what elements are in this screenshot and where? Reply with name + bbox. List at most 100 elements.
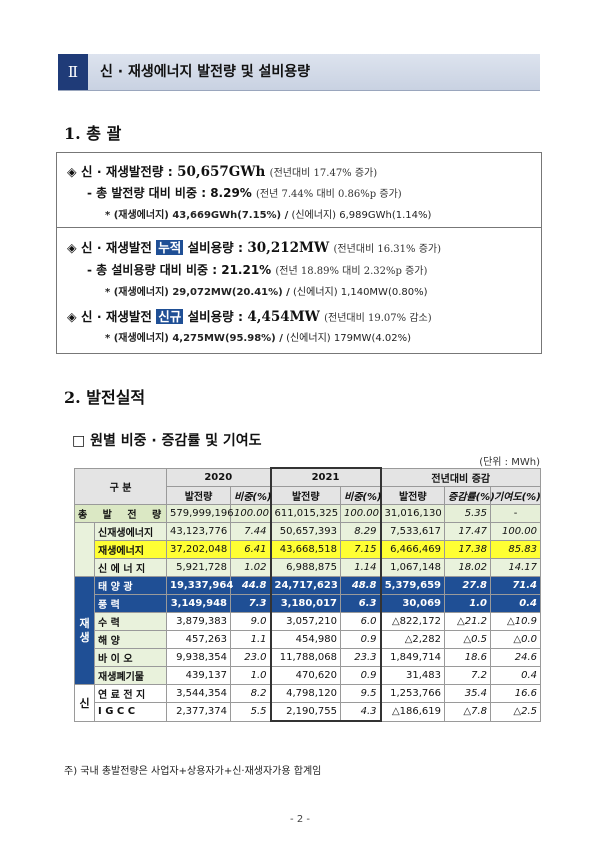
row-label: 태 양 광 — [93, 576, 168, 595]
share-value: 8.29% — [210, 186, 252, 200]
table-cell: 18.6 — [444, 648, 492, 667]
footnote: 주) 국내 총발전량은 사업자+상용자가+신·재생자가용 합계임 — [64, 766, 322, 777]
table-cell: 6,466,469 — [380, 540, 446, 559]
new-capacity-line: ◈ 신 · 재생발전 신규 설비용량 : 4,454MW (전년대비 19.07… — [67, 306, 432, 325]
col-share-2021: 비중(%) — [340, 486, 382, 505]
table-cell: 1.14 — [340, 558, 382, 577]
generation-label: ◈ 신 · 재생발전량 : — [67, 164, 173, 179]
table-cell: 100.00 — [490, 522, 542, 541]
table-cell: 6,988,875 — [269, 558, 342, 577]
table-cell: △0.0 — [490, 630, 542, 649]
table-cell: 5,379,659 — [380, 576, 446, 595]
table-cell: △7.8 — [444, 702, 492, 722]
new-detail-renew: * (재생에너지) 4,275MW(95.98%) / — [105, 333, 283, 344]
table-cell: 7,533,617 — [380, 522, 446, 541]
row-label: 신재생에너지 — [93, 522, 168, 541]
header-change: 전년대비 증감 — [380, 467, 542, 487]
table-cell: 611,015,325 — [269, 504, 342, 523]
table-cell: 31,016,130 — [380, 504, 446, 523]
cumulative-share-value: 21.21% — [221, 263, 272, 277]
table-row: 바 이 오 9,938,354 23.0 11,788,068 23.3 1,849,71… — [75, 648, 542, 667]
row-label: 해 양 — [93, 630, 168, 649]
section-number: Ⅱ — [58, 54, 88, 90]
page-number: - 2 - — [290, 814, 310, 825]
table-cell: △186,619 — [380, 702, 446, 722]
table-cell: 7.15 — [340, 540, 382, 559]
table-cell: 2,377,374 — [166, 702, 232, 722]
generation-note: (전년대비 17.47% 증가) — [269, 168, 378, 179]
table-cell: 8.2 — [230, 684, 272, 703]
table-cell: 3,180,017 — [269, 594, 342, 613]
row-label: 풍 력 — [93, 594, 168, 613]
table-cell: 4,798,120 — [269, 684, 342, 703]
row-label: 재생폐기물 — [93, 666, 168, 685]
table-cell: 100.00 — [230, 504, 272, 523]
table-cell: 2,190,755 — [269, 702, 342, 722]
table-row: 신재생에너지 43,123,776 7.44 50,657,393 8.29 7,533,… — [74, 522, 542, 577]
generation-share-line: - 총 발전량 대비 비중 : 8.29% (전년 7.44% 대비 0.86%… — [87, 184, 402, 201]
cumulative-detail-new: (신에너지) 1,140MW(0.80%) — [293, 287, 428, 298]
table-cell: 6.0 — [340, 612, 382, 631]
table-cell: 6.41 — [230, 540, 272, 559]
table-cell: 19,337,964 — [166, 576, 233, 595]
table-cell: 24.6 — [490, 648, 542, 667]
heading-overview: 1. 총 괄 — [64, 124, 122, 143]
section-title: 신 · 재생에너지 발전량 및 설비용량 — [100, 64, 311, 80]
table-cell: 43,123,776 — [166, 522, 232, 541]
table-cell: 14.17 — [490, 558, 542, 577]
table-cell: 454,980 — [269, 630, 342, 649]
table-cell: △822,172 — [380, 612, 446, 631]
cumulative-share-line: - 총 설비용량 대비 비중 : 21.21% (전년 18.89% 대비 2.… — [87, 261, 427, 278]
col-gen-2020: 발전량 — [166, 486, 232, 505]
table-cell: 0.4 — [490, 666, 542, 685]
table-cell: 3,149,948 — [166, 594, 232, 613]
table-cell: - — [490, 504, 542, 523]
table-cell: 9,938,354 — [166, 648, 232, 667]
table-cell: 27.8 — [444, 576, 492, 595]
table-cell: 30,069 — [380, 594, 446, 613]
table-cell: 1,849,714 — [380, 648, 446, 667]
group-label-renewable: 재생 — [74, 576, 95, 685]
cumulative-label: ◈ 신 · 재생발전 — [67, 240, 152, 255]
row-label: 신 에 너 지 — [93, 558, 168, 577]
row-label: I G C C — [93, 702, 168, 722]
header-2020: 2020 — [166, 467, 272, 487]
new-capacity-tag: 신규 — [156, 309, 184, 324]
table-cell: 85.83 — [490, 540, 542, 559]
new-capacity-value: 4,454MW — [247, 309, 320, 325]
table-cell: 579,999,196 — [166, 504, 234, 523]
section-header-bar — [58, 54, 540, 91]
table-cell: △0.5 — [444, 630, 492, 649]
summary-box-capacity: ◈ 신 · 재생발전 누적 설비용량 : 30,212MW (전년대비 16.3… — [56, 227, 542, 354]
table-cell: 1,253,766 — [380, 684, 446, 703]
new-capacity-detail: * (재생에너지) 4,275MW(95.98%) / (신에너지) 179MW… — [105, 329, 411, 344]
generation-value: 50,657GWh — [177, 164, 266, 180]
table-cell: 6.3 — [340, 594, 382, 613]
table-cell: 11,788,068 — [269, 648, 342, 667]
table-cell: 1.1 — [230, 630, 272, 649]
cumulative-label-b: 설비용량 : — [187, 240, 244, 255]
table-row: 재생폐기물 439,137 1.0 470,620 0.9 31,483 7.2 0.4 — [75, 666, 542, 685]
table-row: 재생 태 양 광 19,337,964 44.8 24,717,623 48.8 5,379… — [74, 576, 542, 685]
table-cell: 24,717,623 — [269, 576, 342, 595]
table-row: 신 에 너 지 5,921,728 1.02 6,988,875 1.14 1,067,1… — [75, 558, 542, 577]
table-cell: 50,657,393 — [269, 522, 342, 541]
generation-table: 구 분 2020 2021 전년대비 증감 발전량 비중(%) 발전량 비중(%… — [73, 467, 542, 722]
cumulative-detail-renew: * (재생에너지) 29,072MW(20.41%) / — [105, 287, 290, 298]
table-cell: 35.4 — [444, 684, 492, 703]
table-cell: 3,879,383 — [166, 612, 232, 631]
table-cell: 8.29 — [340, 522, 382, 541]
table-cell: 439,137 — [166, 666, 232, 685]
row-label: 바 이 오 — [93, 648, 168, 667]
share-detail-new: (신에너지) 6,989GWh(1.14%) — [291, 210, 432, 221]
table-row: 해 양 457,263 1.1 454,980 0.9 △2,282 △0.5 △0.0 — [75, 630, 542, 649]
new-capacity-label-b: 설비용량 : — [187, 309, 244, 324]
cumulative-capacity-line: ◈ 신 · 재생발전 누적 설비용량 : 30,212MW (전년대비 16.3… — [67, 237, 441, 256]
table-row: 총 발 전 량 579,999,196 100.00 611,015,325 100.0… — [73, 504, 542, 523]
cumulative-tag: 누적 — [156, 240, 184, 255]
heading-generation-results: 2. 발전실적 — [64, 388, 146, 407]
subheading-breakdown: □ 원별 비중 · 증감률 및 기여도 — [72, 433, 262, 449]
cumulative-detail: * (재생에너지) 29,072MW(20.41%) / (신에너지) 1,14… — [105, 283, 428, 298]
header-2021: 2021 — [269, 467, 382, 487]
